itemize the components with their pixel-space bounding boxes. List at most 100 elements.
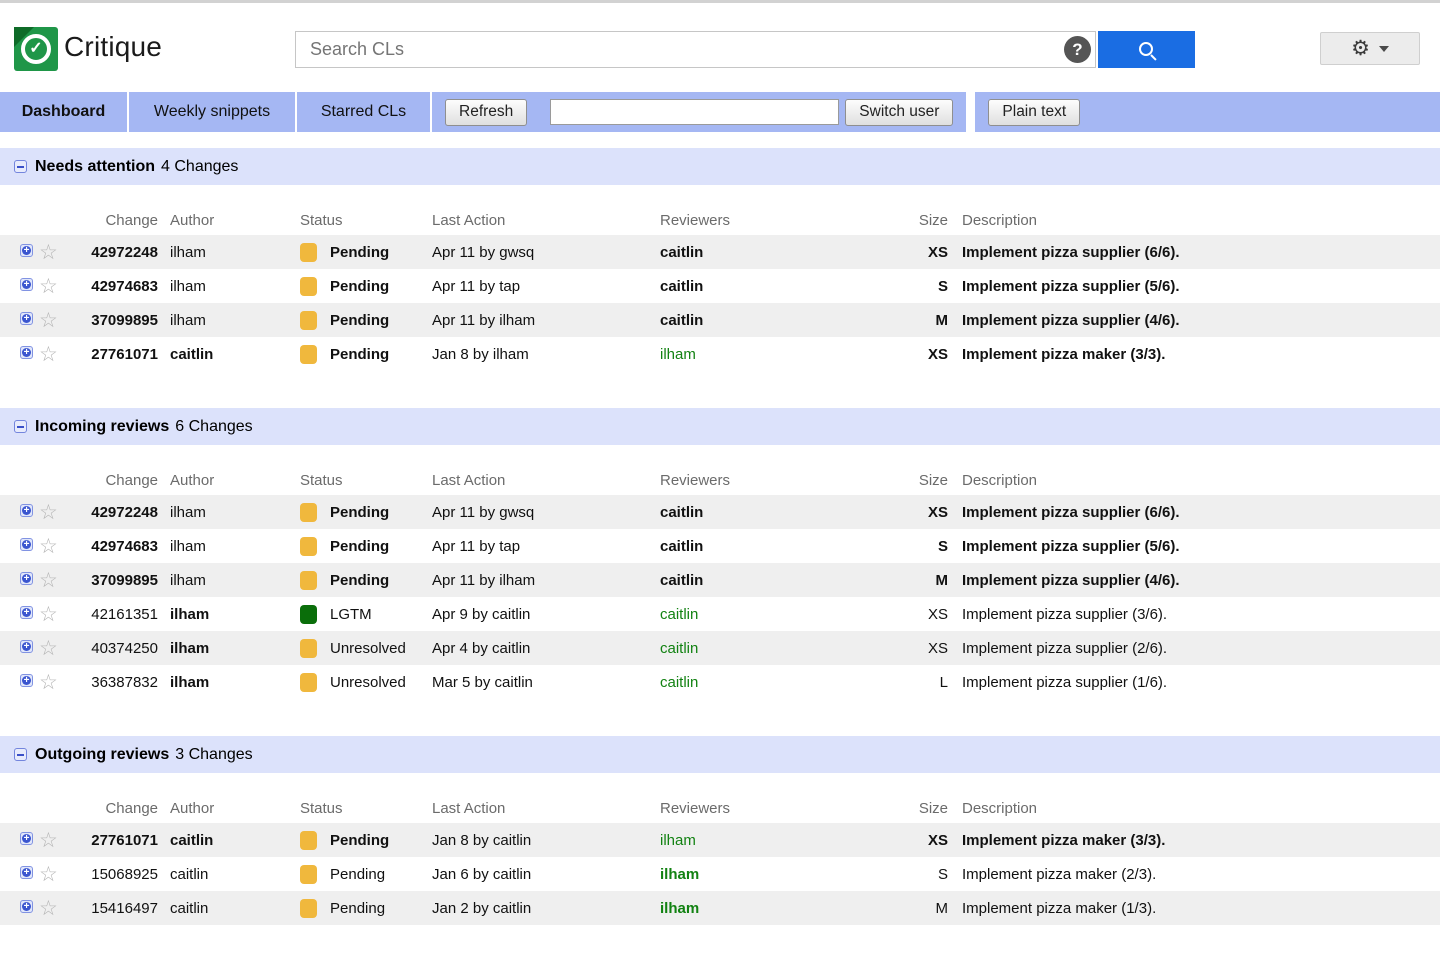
column-header-author: Author	[170, 211, 215, 229]
status-icon	[300, 276, 317, 296]
table-row: + ☆ 15416497 caitlin Pending Jan 2 by ca…	[0, 891, 1440, 925]
expand-icon[interactable]: +	[20, 537, 33, 551]
star-icon[interactable]: ☆	[39, 863, 58, 885]
expand-icon[interactable]: +	[20, 277, 33, 291]
status-label: Pending	[330, 243, 390, 261]
change-link[interactable]: 42161351	[91, 605, 158, 623]
reviewers-cell: caitlin	[660, 673, 699, 691]
status-icon	[300, 344, 317, 364]
change-link[interactable]: 37099895	[91, 571, 158, 589]
last-action-cell: Apr 11 by gwsq	[432, 503, 535, 521]
expand-icon[interactable]: +	[20, 899, 33, 913]
reviewers-cell: caitlin	[660, 537, 704, 555]
description-link[interactable]: Implement pizza supplier (1/6).	[962, 673, 1168, 691]
expand-icon[interactable]: +	[20, 673, 33, 687]
expand-icon[interactable]: +	[20, 639, 33, 653]
change-link[interactable]: 27761071	[91, 831, 158, 849]
status-icon	[300, 638, 317, 658]
change-link[interactable]: 37099895	[91, 311, 158, 329]
reviewers-cell: ilham	[660, 865, 700, 883]
change-link[interactable]: 15416497	[91, 899, 158, 917]
help-icon[interactable]: ?	[1064, 36, 1091, 63]
plain-text-button[interactable]: Plain text	[988, 98, 1081, 126]
star-icon[interactable]: ☆	[39, 535, 58, 557]
star-icon[interactable]: ☆	[39, 501, 58, 523]
table-row: + ☆ 36387832 ilham Unresolved Mar 5 by c…	[0, 665, 1440, 699]
switch-user-input[interactable]	[550, 99, 840, 125]
author-cell: ilham	[170, 243, 206, 261]
refresh-button[interactable]: Refresh	[445, 98, 528, 126]
status-icon	[300, 310, 317, 330]
table-row: + ☆ 37099895 ilham Pending Apr 11 by ilh…	[0, 303, 1440, 337]
settings-button[interactable]: ⚙	[1320, 32, 1420, 65]
search-button[interactable]	[1098, 31, 1195, 68]
description-link[interactable]: Implement pizza maker (3/3).	[962, 831, 1166, 849]
star-icon[interactable]: ☆	[39, 241, 58, 263]
last-action-cell: Apr 11 by gwsq	[432, 243, 535, 261]
change-link[interactable]: 36387832	[91, 673, 158, 691]
tab-dashboard[interactable]: Dashboard	[21, 103, 106, 120]
section-header[interactable]: Incoming reviews 6 Changes	[0, 408, 1440, 445]
star-icon[interactable]: ☆	[39, 603, 58, 625]
star-icon[interactable]: ☆	[39, 829, 58, 851]
section-header[interactable]: Outgoing reviews 3 Changes	[0, 736, 1440, 773]
switch-user-button[interactable]: Switch user	[845, 98, 954, 126]
change-link[interactable]: 42972248	[91, 243, 158, 261]
column-header-author: Author	[170, 799, 215, 817]
star-icon[interactable]: ☆	[39, 343, 58, 365]
change-link[interactable]: 42974683	[91, 537, 158, 555]
status-label: Pending	[330, 503, 390, 521]
description-link[interactable]: Implement pizza maker (1/3).	[962, 899, 1157, 917]
tab-starred-cls[interactable]: Starred CLs	[320, 103, 407, 120]
description-link[interactable]: Implement pizza maker (3/3).	[962, 345, 1166, 363]
change-link[interactable]: 15068925	[91, 865, 158, 883]
critique-logo-icon[interactable]: ✓	[14, 27, 58, 71]
change-link[interactable]: 40374250	[91, 639, 158, 657]
description-link[interactable]: Implement pizza supplier (4/6).	[962, 311, 1180, 329]
star-icon[interactable]: ☆	[39, 897, 58, 919]
star-icon[interactable]: ☆	[39, 275, 58, 297]
expand-icon[interactable]: +	[20, 865, 33, 879]
tab-weekly-snippets[interactable]: Weekly snippets	[153, 103, 271, 120]
expand-icon[interactable]: +	[20, 571, 33, 585]
status-label: Pending	[330, 537, 390, 555]
last-action-cell: Apr 9 by caitlin	[432, 605, 531, 623]
description-link[interactable]: Implement pizza supplier (6/6).	[962, 503, 1180, 521]
author-cell: caitlin	[170, 345, 214, 363]
collapse-icon[interactable]	[14, 420, 27, 433]
description-link[interactable]: Implement pizza supplier (5/6).	[962, 537, 1180, 555]
description-link[interactable]: Implement pizza supplier (2/6).	[962, 639, 1168, 657]
star-icon[interactable]: ☆	[39, 309, 58, 331]
expand-icon[interactable]: +	[20, 831, 33, 845]
description-link[interactable]: Implement pizza supplier (6/6).	[962, 243, 1180, 261]
table-header: Change Author Status Last Action Reviewe…	[0, 793, 1440, 823]
collapse-icon[interactable]	[14, 160, 27, 173]
star-icon[interactable]: ☆	[39, 569, 58, 591]
description-link[interactable]: Implement pizza supplier (5/6).	[962, 277, 1180, 295]
collapse-icon[interactable]	[14, 748, 27, 761]
description-link[interactable]: Implement pizza supplier (3/6).	[962, 605, 1168, 623]
section-count: 6 Changes	[175, 417, 253, 435]
description-link[interactable]: Implement pizza maker (2/3).	[962, 865, 1157, 883]
section-header[interactable]: Needs attention 4 Changes	[0, 148, 1440, 185]
column-header-last-action: Last Action	[432, 799, 506, 817]
column-header-status: Status	[300, 799, 343, 817]
search-input[interactable]	[295, 31, 1096, 68]
expand-icon[interactable]: +	[20, 503, 33, 517]
description-link[interactable]: Implement pizza supplier (4/6).	[962, 571, 1180, 589]
last-action-cell: Jan 8 by ilham	[432, 345, 529, 363]
expand-icon[interactable]: +	[20, 605, 33, 619]
change-link[interactable]: 27761071	[91, 345, 158, 363]
star-icon[interactable]: ☆	[39, 671, 58, 693]
expand-icon[interactable]: +	[20, 311, 33, 325]
star-icon[interactable]: ☆	[39, 637, 58, 659]
table-row: + ☆ 42972248 ilham Pending Apr 11 by gws…	[0, 235, 1440, 269]
expand-icon[interactable]: +	[20, 243, 33, 257]
nav-separator	[966, 92, 976, 132]
change-link[interactable]: 42974683	[91, 277, 158, 295]
change-link[interactable]: 42972248	[91, 503, 158, 521]
expand-icon[interactable]: +	[20, 345, 33, 359]
last-action-cell: Apr 11 by ilham	[432, 311, 536, 329]
status-label: Pending	[330, 831, 390, 849]
reviewers-cell: ilham	[660, 831, 696, 849]
